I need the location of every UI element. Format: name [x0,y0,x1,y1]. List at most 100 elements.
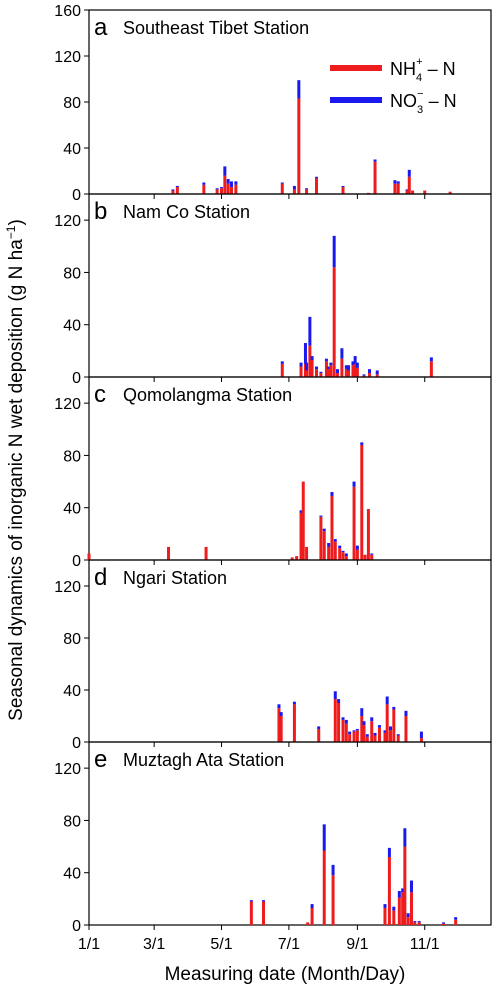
bar-no3 [392,906,396,911]
panel-a: 0 40 80 120 160 a Southeast Tibet Station [54,3,492,204]
bar-no3 [315,176,319,178]
bar-nh4 [310,908,314,925]
bar-no3 [393,180,397,184]
bar-nh4 [308,345,312,377]
bar-nh4 [366,509,370,560]
bar-no3 [315,366,319,370]
bar-nh4 [327,546,331,560]
bar-nh4 [377,727,381,742]
bar-no3 [404,710,408,716]
bar-no3 [280,361,284,364]
bar-nh4 [348,734,352,742]
bar-no3 [417,921,421,923]
y-tick-label: 0 [72,370,81,387]
bar-nh4 [373,735,377,742]
bar-no3 [360,708,364,716]
bar-nh4 [389,730,392,742]
bar-no3 [355,729,359,731]
bar-no3 [360,442,364,445]
bar-no3 [362,374,366,376]
bar-no3 [340,348,344,359]
panel-c: 0 40 80 120 c Qomolangma Station [54,376,492,570]
bar-nh4 [413,922,417,925]
bar-no3 [308,316,312,346]
bar-nh4 [355,367,359,377]
panel-e: 0 40 80 120 e Muztagh Ata Station [54,741,492,935]
bar-nh4 [335,373,339,377]
bar-nh4 [396,735,400,742]
bar-no3 [319,371,323,374]
bar-nh4 [331,875,335,925]
bar-nh4 [249,901,253,925]
bar-no3 [331,864,335,876]
bar-no3 [297,80,301,99]
bar-nh4 [375,374,379,377]
bar-nh4 [396,183,400,194]
bar-nh4 [277,708,281,742]
bar-nh4 [387,857,391,925]
bar-nh4 [392,910,396,925]
bar-nh4 [223,175,227,194]
bar-nh4 [319,373,323,377]
y-tick-label: 120 [54,49,81,66]
bar-nh4 [333,699,337,742]
bar-nh4 [299,512,303,560]
bar-no3 [344,553,348,557]
panel-title: Qomolangma Station [123,385,292,405]
bar-no3 [299,510,303,513]
bar-no3 [338,545,342,549]
bar-nh4 [397,897,401,925]
bar-no3 [319,515,323,517]
bar-no3 [305,188,309,190]
bar-no3 [341,717,345,720]
bar-nh4 [385,704,389,742]
bar-no3 [215,188,219,190]
bar-no3 [405,189,409,191]
bar-nh4 [202,184,206,194]
bar-no3 [330,492,334,496]
bar-no3 [406,913,410,918]
bar-nh4 [290,557,294,560]
y-tick-label: 0 [72,553,81,570]
y-tick-label: 80 [63,95,81,112]
y-tick-label: 40 [63,141,81,158]
bar-nh4 [352,486,356,560]
bar-nh4 [373,161,377,194]
bar-no3 [261,900,265,902]
bar-no3 [292,185,296,190]
bar-nh4 [409,892,413,925]
bar-no3 [352,481,356,487]
y-tick-label: 160 [54,3,81,20]
bar-nh4 [360,444,364,560]
y-tick-label: 40 [63,866,81,883]
bar-no3 [387,847,391,858]
bar-no3 [392,706,396,710]
bar-no3 [329,362,333,366]
bar-nh4 [404,716,408,742]
bar-nh4 [362,725,366,742]
bar-no3 [249,900,253,902]
y-tick-label: 0 [72,918,81,935]
bar-no3 [322,528,326,532]
bar-no3 [352,730,356,732]
bar-nh4 [403,846,407,925]
y-tick-label: 120 [54,761,81,778]
bar-no3 [324,358,328,362]
panel-letter: c [94,381,106,408]
bar-nh4 [341,187,345,194]
bar-no3 [368,369,372,374]
bar-nh4 [383,732,387,742]
y-tick-label: 40 [63,683,81,700]
bar-nh4 [417,922,421,925]
bar-nh4 [407,176,411,194]
x-tick-label: 11/1 [410,936,440,953]
bar-nh4 [305,189,309,194]
y-tick-label: 80 [63,448,81,465]
bar-nh4 [327,369,331,377]
bar-nh4 [340,358,344,377]
legend: NH4+ – N NO3− – N [330,56,457,116]
y-tick-label: 80 [63,265,81,282]
bar-no3 [317,726,321,729]
bar-nh4 [220,188,224,194]
bar-nh4 [330,495,334,560]
